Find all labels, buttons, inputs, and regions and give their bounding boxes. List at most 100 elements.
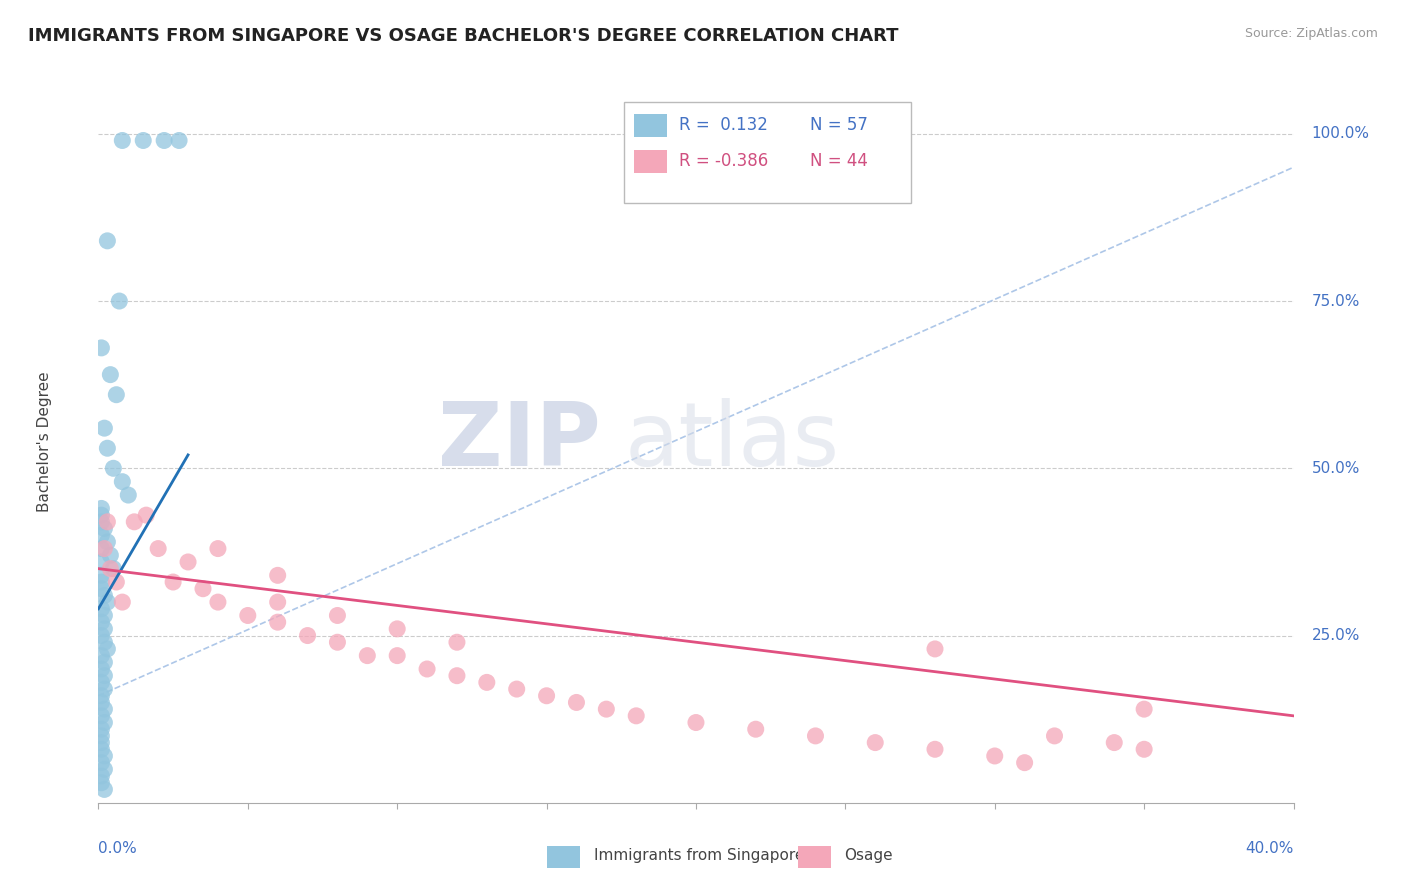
Point	[93, 715, 115, 730]
Point	[90, 776, 112, 790]
Point	[90, 582, 112, 596]
Point	[98, 548, 122, 563]
Point	[865, 735, 887, 749]
Point	[93, 681, 115, 696]
Text: 40.0%: 40.0%	[1246, 841, 1294, 856]
Point	[565, 696, 588, 710]
FancyBboxPatch shape	[624, 102, 911, 203]
Text: R =  0.132: R = 0.132	[679, 116, 768, 134]
Text: ZIP: ZIP	[437, 398, 600, 485]
Point	[90, 615, 112, 630]
Point	[93, 669, 115, 683]
Point	[1043, 729, 1066, 743]
Point	[90, 708, 112, 723]
Point	[96, 595, 118, 609]
Point	[90, 555, 112, 569]
Point	[124, 515, 146, 529]
Point	[90, 742, 112, 756]
Point	[96, 234, 118, 248]
Point	[90, 769, 112, 783]
Point	[90, 541, 112, 556]
Point	[326, 608, 349, 623]
Point	[191, 582, 214, 596]
Point	[506, 681, 529, 696]
Bar	[634, 113, 668, 136]
Point	[117, 488, 139, 502]
Point	[536, 689, 558, 703]
Point	[385, 648, 409, 663]
Point	[93, 521, 115, 535]
Point	[162, 575, 184, 590]
Text: 25.0%: 25.0%	[1312, 628, 1360, 643]
Bar	[634, 150, 668, 173]
Point	[96, 642, 118, 657]
Point	[93, 589, 115, 603]
Point	[108, 294, 131, 309]
Point	[924, 642, 946, 657]
Point	[96, 534, 118, 549]
Point	[595, 702, 617, 716]
Text: atlas: atlas	[624, 398, 839, 485]
Point	[90, 568, 112, 582]
Text: Osage: Osage	[844, 848, 893, 863]
Point	[416, 662, 439, 676]
Point	[90, 341, 112, 355]
Point	[90, 648, 112, 663]
Point	[207, 595, 229, 609]
Point	[98, 368, 122, 382]
Point	[96, 515, 118, 529]
Text: N = 44: N = 44	[810, 153, 868, 170]
Text: 0.0%: 0.0%	[98, 841, 138, 856]
Point	[167, 134, 190, 148]
Point	[90, 528, 112, 542]
Text: N = 57: N = 57	[810, 116, 868, 134]
Point	[132, 134, 155, 148]
Point	[1133, 702, 1156, 716]
Point	[236, 608, 259, 623]
Point	[1133, 742, 1156, 756]
Point	[626, 708, 648, 723]
Point	[153, 134, 176, 148]
Text: Immigrants from Singapore: Immigrants from Singapore	[595, 848, 804, 863]
Text: 75.0%: 75.0%	[1312, 293, 1360, 309]
Point	[745, 723, 768, 737]
Point	[297, 628, 319, 642]
Point	[804, 729, 827, 743]
Point	[267, 568, 290, 582]
Point	[93, 622, 115, 636]
Point	[90, 575, 112, 590]
Point	[356, 648, 378, 663]
Point	[90, 735, 112, 749]
Point	[93, 541, 115, 556]
Point	[326, 635, 349, 649]
Text: Source: ZipAtlas.com: Source: ZipAtlas.com	[1244, 27, 1378, 40]
Bar	[797, 847, 831, 868]
Point	[984, 749, 1007, 764]
Point	[1014, 756, 1036, 770]
Point	[446, 669, 468, 683]
Point	[90, 675, 112, 690]
Point	[105, 387, 128, 401]
Point	[93, 655, 115, 669]
Point	[267, 615, 290, 630]
Point	[93, 749, 115, 764]
Point	[90, 662, 112, 676]
Point	[267, 595, 290, 609]
Point	[93, 762, 115, 776]
Point	[111, 134, 134, 148]
Point	[207, 541, 229, 556]
Point	[90, 501, 112, 516]
Point	[93, 608, 115, 623]
Point	[90, 508, 112, 523]
Point	[111, 475, 134, 489]
Point	[93, 635, 115, 649]
Point	[685, 715, 707, 730]
Point	[105, 575, 128, 590]
Text: R = -0.386: R = -0.386	[679, 153, 769, 170]
Point	[93, 702, 115, 716]
Bar	[547, 847, 581, 868]
Point	[475, 675, 498, 690]
Point	[1104, 735, 1126, 749]
Point	[103, 562, 125, 576]
Point	[90, 696, 112, 710]
